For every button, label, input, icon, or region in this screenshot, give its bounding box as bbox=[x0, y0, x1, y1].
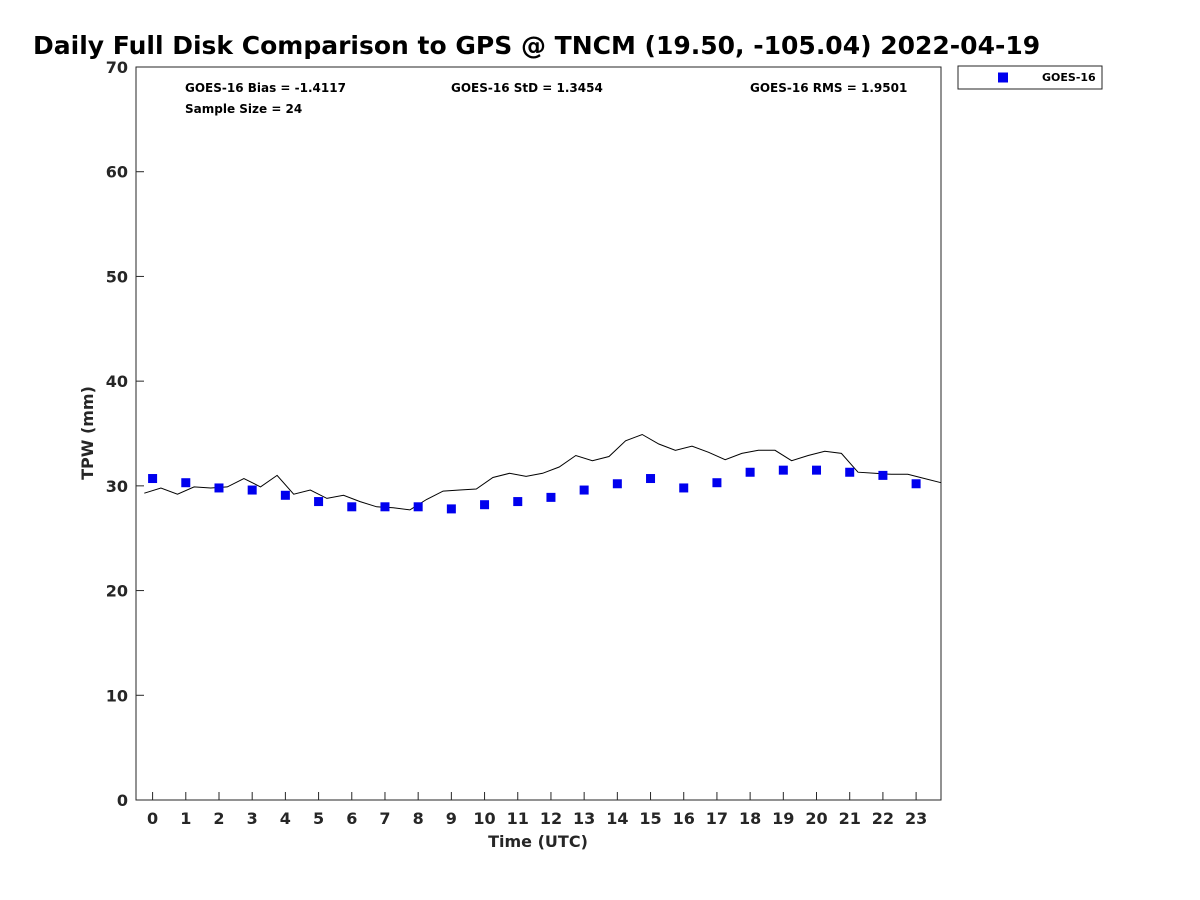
goes16-point bbox=[812, 465, 822, 475]
goes16-point bbox=[214, 483, 224, 493]
gps-series-line bbox=[144, 433, 942, 511]
legend-box bbox=[957, 65, 1103, 90]
goes16-point bbox=[148, 474, 158, 484]
x-tick-label: 22 bbox=[872, 809, 894, 828]
x-tick-label: 21 bbox=[839, 809, 861, 828]
y-tick-label: 70 bbox=[106, 58, 128, 77]
goes16-point bbox=[845, 467, 855, 477]
goes16-point bbox=[745, 467, 755, 477]
x-tick-label: 8 bbox=[413, 809, 424, 828]
goes16-point bbox=[280, 490, 290, 500]
x-tick-label: 23 bbox=[905, 809, 927, 828]
goes16-markers bbox=[148, 465, 921, 514]
goes16-point bbox=[878, 470, 888, 480]
x-tick-label: 4 bbox=[280, 809, 291, 828]
goes16-point bbox=[778, 465, 788, 475]
y-tick-label: 50 bbox=[106, 267, 128, 286]
goes16-point bbox=[679, 483, 689, 493]
x-tick-label: 15 bbox=[639, 809, 661, 828]
sample-size-stat: Sample Size = 24 bbox=[185, 102, 302, 116]
x-tick-label: 16 bbox=[673, 809, 695, 828]
goes16-point bbox=[446, 504, 456, 514]
y-tick-label: 0 bbox=[117, 791, 128, 810]
y-tick-label: 20 bbox=[106, 582, 128, 601]
legend-label: GOES-16 bbox=[1042, 71, 1096, 84]
y-tick-label: 10 bbox=[106, 686, 128, 705]
x-tick-label: 11 bbox=[507, 809, 529, 828]
x-tick-label: 5 bbox=[313, 809, 324, 828]
x-tick-label: 6 bbox=[346, 809, 357, 828]
x-tick-label: 14 bbox=[606, 809, 628, 828]
y-axis-label: TPW (mm) bbox=[78, 386, 97, 480]
goes16-point bbox=[513, 497, 523, 507]
y-tick-label: 30 bbox=[106, 477, 128, 496]
goes16-point bbox=[380, 502, 390, 512]
goes16-point bbox=[579, 485, 589, 495]
bias-stat: GOES-16 Bias = -1.4117 bbox=[185, 81, 346, 95]
goes16-point bbox=[646, 474, 656, 484]
legend: GOES-16 bbox=[957, 65, 1103, 90]
x-tick-label: 7 bbox=[379, 809, 390, 828]
x-tick-label: 0 bbox=[147, 809, 158, 828]
x-tick-label: 18 bbox=[739, 809, 761, 828]
goes16-point bbox=[181, 478, 191, 488]
goes16-point bbox=[546, 492, 556, 502]
goes16-point bbox=[612, 479, 622, 489]
x-tick-label: 10 bbox=[473, 809, 495, 828]
goes16-point bbox=[413, 502, 423, 512]
rms-stat: GOES-16 RMS = 1.9501 bbox=[750, 81, 907, 95]
goes16-point bbox=[247, 485, 257, 495]
x-tick-label: 13 bbox=[573, 809, 595, 828]
x-tick-label: 19 bbox=[772, 809, 794, 828]
chart-title: Daily Full Disk Comparison to GPS @ TNCM… bbox=[33, 31, 1040, 60]
x-axis: 0 1 2 3 4 5 6 7 8 9 10 11 12 13 14 15 16 17 18 19 20 21 22 23 bbox=[147, 792, 927, 828]
x-tick-label: 12 bbox=[540, 809, 562, 828]
goes16-point bbox=[480, 500, 490, 510]
goes16-point bbox=[314, 497, 324, 507]
goes16-point bbox=[712, 478, 722, 488]
y-axis: 0 10 20 30 40 50 60 70 bbox=[106, 58, 144, 810]
x-tick-label: 9 bbox=[446, 809, 457, 828]
x-tick-label: 3 bbox=[247, 809, 258, 828]
goes16-point bbox=[347, 502, 357, 512]
x-tick-label: 2 bbox=[213, 809, 224, 828]
std-stat: GOES-16 StD = 1.3454 bbox=[451, 81, 603, 95]
x-axis-label: Time (UTC) bbox=[488, 832, 588, 851]
legend-marker bbox=[998, 72, 1008, 83]
axes-frame bbox=[135, 66, 942, 801]
x-tick-label: 20 bbox=[805, 809, 827, 828]
goes16-point bbox=[911, 479, 921, 489]
x-tick-label: 17 bbox=[706, 809, 728, 828]
y-tick-label: 60 bbox=[106, 163, 128, 182]
x-tick-label: 1 bbox=[180, 809, 191, 828]
y-tick-label: 40 bbox=[106, 372, 128, 391]
